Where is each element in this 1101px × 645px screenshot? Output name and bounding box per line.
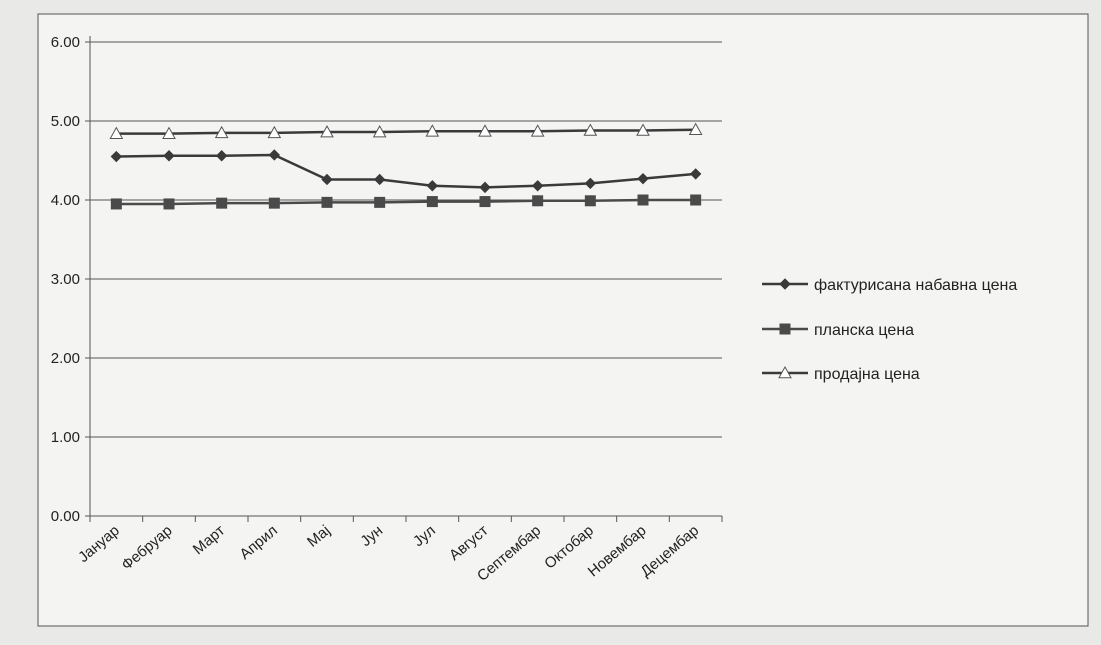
data-point — [321, 173, 333, 186]
series-line — [116, 198, 696, 206]
data-point — [268, 197, 280, 209]
data-point — [530, 124, 545, 137]
legend-label: фактурисана набавна цена — [814, 277, 1017, 294]
y-tick-label: 4.00 — [51, 192, 80, 209]
data-point — [267, 125, 282, 139]
data-point — [163, 198, 175, 210]
data-point — [689, 168, 702, 180]
data-point — [214, 125, 229, 139]
legend-label: планска цена — [814, 322, 914, 339]
y-tick-label: 2.00 — [51, 350, 80, 367]
legend-swatch-marker — [779, 323, 791, 335]
data-point — [532, 195, 544, 207]
data-point — [583, 123, 598, 136]
data-point — [373, 173, 386, 186]
data-point — [110, 150, 123, 163]
data-point — [216, 197, 228, 209]
series-group — [109, 122, 703, 210]
series-3 — [109, 122, 703, 139]
data-point — [584, 195, 596, 207]
data-point — [478, 124, 492, 137]
legend-swatch-marker — [778, 365, 792, 379]
series-line — [116, 153, 696, 189]
legend-item: продајна цена — [762, 365, 920, 383]
legend-item: планска цена — [762, 322, 914, 339]
data-point — [637, 194, 649, 206]
chart-frame — [37, 13, 1089, 627]
series-1 — [110, 149, 702, 194]
data-point — [109, 126, 124, 139]
y-tick-label: 3.00 — [51, 271, 80, 288]
data-point — [215, 150, 228, 162]
data-point — [531, 180, 544, 192]
data-point — [426, 180, 439, 192]
data-point — [479, 181, 491, 194]
data-point — [426, 196, 438, 208]
data-point — [162, 126, 176, 139]
series-2 — [110, 194, 702, 210]
data-point — [637, 172, 649, 185]
y-tick-label: 1.00 — [51, 429, 80, 446]
y-tick-label: 0.00 — [51, 508, 80, 525]
gridlines — [90, 41, 722, 438]
data-point — [110, 198, 122, 210]
data-point — [321, 196, 333, 208]
legend-label: продајна цена — [814, 366, 920, 383]
y-tick-label: 5.00 — [51, 113, 80, 130]
data-point — [163, 150, 175, 162]
data-point — [372, 125, 387, 138]
data-point — [425, 124, 440, 137]
y-tick-label: 6.00 — [51, 34, 80, 51]
data-point — [320, 125, 334, 138]
data-point — [268, 149, 281, 161]
legend: фактурисана набавна цена планска цена прод… — [762, 277, 1017, 383]
legend-item: фактурисана набавна цена — [762, 277, 1017, 294]
data-point — [688, 122, 703, 135]
data-point — [479, 196, 491, 208]
series-line — [116, 128, 696, 135]
legend-swatch-marker — [779, 278, 791, 290]
data-point — [690, 194, 702, 206]
data-point — [374, 196, 386, 208]
data-point — [584, 177, 597, 190]
data-point — [636, 123, 650, 136]
